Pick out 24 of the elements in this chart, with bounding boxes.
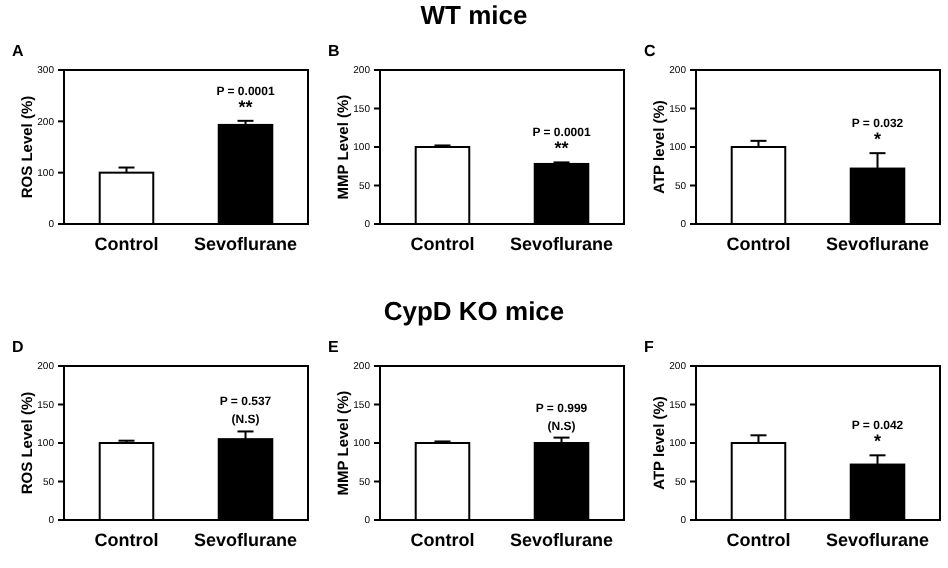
- x-tick-label: Sevoflurane: [193, 234, 298, 254]
- chart-subtitle: WT mice: [420, 0, 528, 30]
- annotation: **: [554, 138, 570, 159]
- x-tick-label: Control: [726, 530, 791, 550]
- x-tick-label: Sevoflurane: [825, 530, 930, 550]
- annotation: **: [238, 96, 254, 117]
- chart-title: A: [12, 42, 24, 60]
- x-tick-label: Control: [410, 234, 475, 254]
- annotation: *: [874, 431, 882, 452]
- chart-title: C: [644, 42, 656, 60]
- x-tick-label: Control: [94, 530, 159, 550]
- x-tick-label: Sevoflurane: [825, 234, 930, 254]
- annotation: *: [874, 129, 882, 150]
- chart-subtitle: CypD KO mice: [383, 296, 565, 326]
- x-tick-label: Sevoflurane: [509, 530, 614, 550]
- x-tick-label: Control: [726, 234, 791, 254]
- x-tick-label: Sevoflurane: [193, 530, 298, 550]
- x-tick-label: Sevoflurane: [509, 234, 614, 254]
- x-tick-label: Control: [410, 530, 475, 550]
- chart-title: E: [328, 338, 340, 356]
- x-tick-label: Control: [94, 234, 159, 254]
- chart-title: D: [12, 338, 24, 356]
- chart-title: F: [644, 338, 654, 356]
- chart-title: B: [328, 42, 340, 60]
